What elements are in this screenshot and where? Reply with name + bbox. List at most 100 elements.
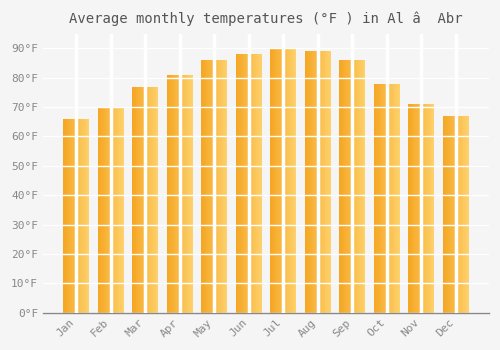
Bar: [428, 104, 429, 313]
Bar: [239, 54, 240, 313]
Bar: [64, 119, 65, 313]
Bar: [427, 104, 428, 313]
Bar: [80, 119, 82, 313]
Bar: [190, 75, 191, 313]
Bar: [259, 54, 260, 313]
Bar: [466, 116, 467, 313]
Bar: [316, 51, 317, 313]
Bar: [282, 48, 283, 313]
Bar: [390, 84, 391, 313]
Bar: [76, 119, 77, 313]
Bar: [109, 107, 110, 313]
Bar: [279, 48, 280, 313]
Bar: [216, 60, 217, 313]
Bar: [210, 60, 211, 313]
Bar: [260, 54, 261, 313]
Bar: [460, 116, 461, 313]
Bar: [65, 119, 66, 313]
Bar: [414, 104, 415, 313]
Bar: [188, 75, 189, 313]
Bar: [421, 104, 422, 313]
Bar: [226, 60, 227, 313]
Bar: [448, 116, 450, 313]
Bar: [171, 75, 172, 313]
Bar: [176, 75, 177, 313]
Bar: [318, 51, 320, 313]
Bar: [250, 54, 252, 313]
Bar: [83, 119, 84, 313]
Bar: [152, 86, 153, 313]
Bar: [202, 60, 203, 313]
Bar: [415, 104, 416, 313]
Bar: [356, 60, 358, 313]
Bar: [326, 51, 327, 313]
Bar: [448, 116, 449, 313]
Bar: [135, 86, 136, 313]
Bar: [376, 84, 377, 313]
Bar: [422, 104, 423, 313]
Bar: [384, 84, 385, 313]
Bar: [348, 60, 350, 313]
Bar: [280, 48, 281, 313]
Bar: [242, 54, 244, 313]
Bar: [210, 60, 212, 313]
Bar: [274, 48, 276, 313]
Bar: [417, 104, 418, 313]
Bar: [352, 60, 353, 313]
Bar: [136, 86, 138, 313]
Bar: [201, 60, 202, 313]
Bar: [204, 60, 206, 313]
Bar: [115, 107, 116, 313]
Bar: [328, 51, 329, 313]
Bar: [442, 116, 444, 313]
Bar: [323, 51, 324, 313]
Bar: [285, 48, 286, 313]
Bar: [453, 116, 454, 313]
Bar: [360, 60, 361, 313]
Bar: [389, 84, 390, 313]
Bar: [329, 51, 330, 313]
Bar: [418, 104, 420, 313]
Bar: [346, 60, 347, 313]
Bar: [391, 84, 392, 313]
Bar: [246, 54, 247, 313]
Bar: [361, 60, 362, 313]
Bar: [432, 104, 434, 313]
Bar: [289, 48, 290, 313]
Bar: [178, 75, 179, 313]
Bar: [168, 75, 170, 313]
Bar: [454, 116, 455, 313]
Bar: [392, 84, 394, 313]
Bar: [85, 119, 86, 313]
Bar: [354, 60, 355, 313]
Bar: [88, 119, 89, 313]
Bar: [78, 119, 79, 313]
Bar: [180, 75, 182, 313]
Bar: [241, 54, 242, 313]
Bar: [112, 107, 114, 313]
Bar: [146, 86, 147, 313]
Bar: [464, 116, 465, 313]
Bar: [339, 60, 340, 313]
Bar: [344, 60, 346, 313]
Bar: [455, 116, 456, 313]
Bar: [396, 84, 397, 313]
Bar: [170, 75, 171, 313]
Bar: [294, 48, 296, 313]
Bar: [148, 86, 150, 313]
Bar: [398, 84, 399, 313]
Bar: [79, 119, 80, 313]
Bar: [359, 60, 360, 313]
Bar: [240, 54, 241, 313]
Bar: [222, 60, 223, 313]
Bar: [358, 60, 359, 313]
Bar: [327, 51, 328, 313]
Bar: [189, 75, 190, 313]
Bar: [256, 54, 258, 313]
Bar: [252, 54, 253, 313]
Bar: [74, 119, 76, 313]
Bar: [461, 116, 462, 313]
Bar: [153, 86, 154, 313]
Bar: [254, 54, 256, 313]
Bar: [382, 84, 383, 313]
